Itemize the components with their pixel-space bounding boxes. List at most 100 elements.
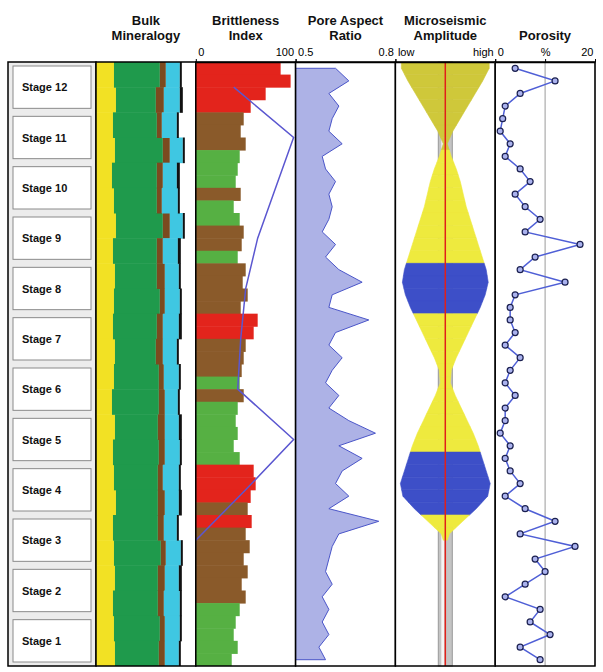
bar: [96, 641, 115, 666]
bar: [158, 565, 165, 591]
marks: [296, 68, 379, 659]
bar: [196, 200, 234, 213]
stage-box: [13, 569, 91, 611]
bar: [196, 263, 246, 276]
tick: 20: [581, 46, 595, 62]
bar: [96, 213, 116, 239]
bar: [170, 213, 183, 239]
stage-box: [13, 318, 91, 360]
bar: [196, 578, 242, 591]
tick-mark: [296, 59, 297, 62]
marks: [196, 62, 294, 666]
bar: [170, 138, 183, 164]
marker: [507, 468, 513, 474]
bar: [114, 616, 160, 642]
tick-mark: [395, 59, 396, 62]
marks: [96, 62, 185, 666]
track-bg: [196, 62, 296, 666]
bar: [196, 540, 250, 553]
bar: [158, 465, 163, 491]
bar: [113, 591, 158, 617]
bar: [96, 565, 115, 591]
tick-label: 0.8: [379, 46, 394, 58]
line: [500, 68, 580, 659]
bar: [113, 314, 157, 340]
bar: [163, 339, 177, 365]
bar: [196, 490, 251, 503]
marker: [517, 481, 523, 487]
bar: [159, 364, 164, 390]
marker: [532, 556, 538, 562]
bar: [165, 641, 179, 666]
bar: [165, 565, 179, 591]
bar: [96, 87, 116, 113]
track-title: MicroseismicAmplitude: [404, 13, 486, 43]
bar: [196, 402, 238, 415]
title-line: Mineralogy: [112, 28, 181, 43]
marker: [502, 342, 508, 348]
track-frame: [395, 62, 495, 666]
bar: [196, 100, 251, 113]
bar: [165, 263, 179, 289]
chart: Stage 12Stage 11Stage 10Stage 9Stage 8St…: [0, 0, 603, 672]
stage-column-bg: [8, 62, 96, 666]
bar: [196, 87, 266, 100]
bar: [196, 188, 241, 201]
bar: [163, 213, 170, 239]
stage-label: Stage 9: [22, 232, 61, 244]
bar: [165, 490, 179, 516]
bar: [177, 112, 179, 138]
tick-mark: [196, 59, 197, 62]
bar: [179, 364, 181, 390]
bar: [157, 263, 165, 289]
bar: [196, 326, 254, 339]
stage-box: [13, 267, 91, 309]
marker: [512, 191, 518, 197]
track-bg: [395, 62, 495, 666]
track: [96, 62, 196, 667]
bar: [196, 125, 241, 138]
bar: [157, 188, 162, 214]
stage-label: Stage 11: [22, 132, 67, 144]
bar: [196, 238, 242, 251]
bar: [96, 238, 113, 264]
bar: [115, 138, 163, 164]
stage-box: [13, 368, 91, 410]
bar: [196, 213, 240, 226]
bar: [196, 565, 248, 578]
stage-label: Stage 2: [22, 585, 61, 597]
x-axis: 0% 20: [496, 46, 596, 63]
bar: [196, 276, 243, 289]
stage-box: [13, 519, 91, 561]
bar: [196, 351, 244, 364]
tick: %: [541, 46, 551, 62]
marker: [522, 204, 528, 210]
bar: [156, 87, 164, 113]
bar: [180, 289, 182, 315]
marker: [507, 367, 513, 373]
bar: [96, 414, 115, 440]
grid-line: [545, 62, 546, 666]
tick: 0: [496, 46, 504, 62]
bar: [164, 515, 177, 541]
track: 0.50.8: [296, 46, 396, 666]
bar: [112, 163, 157, 189]
bar: [196, 226, 244, 239]
marker: [517, 90, 523, 96]
bar: [96, 112, 113, 138]
marker: [517, 531, 523, 537]
bar: [115, 263, 157, 289]
marker: [512, 292, 518, 298]
bar: [115, 414, 158, 440]
title-line: Bulk: [132, 13, 161, 28]
title-line: Index: [229, 28, 264, 43]
line: [196, 87, 294, 540]
marker: [497, 128, 503, 134]
bar: [196, 603, 240, 616]
title-line: Brittleness: [212, 13, 279, 28]
x-axis: 0.50.8: [296, 46, 396, 63]
bar: [115, 565, 158, 591]
tick-label: high: [473, 46, 494, 58]
bar: [196, 289, 248, 302]
stage-box: [13, 217, 91, 259]
